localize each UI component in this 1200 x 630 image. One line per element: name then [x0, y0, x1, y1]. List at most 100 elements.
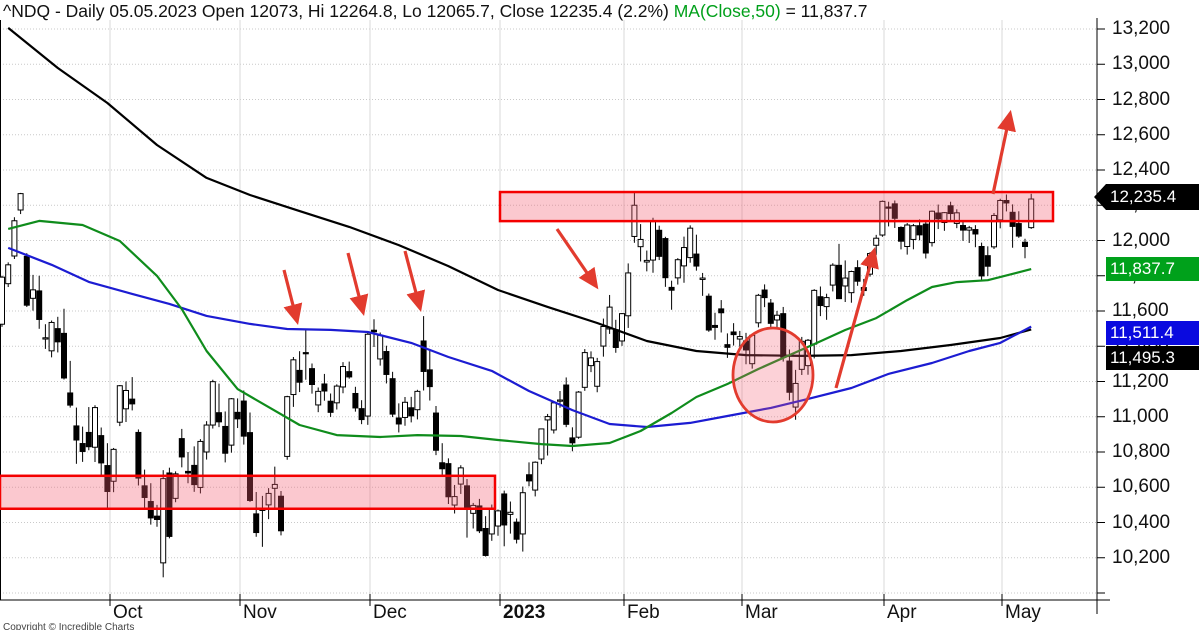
- candle-body-up: [736, 336, 743, 340]
- candle-body-down: [278, 495, 284, 532]
- current-price-pointer: [1094, 184, 1106, 210]
- month-label: Apr: [887, 602, 917, 623]
- candle-body-up: [123, 389, 129, 410]
- candle-body-up: [17, 193, 24, 211]
- candle-body-down: [724, 344, 731, 348]
- candle-body-down: [389, 378, 396, 415]
- candle-body-up: [507, 511, 514, 515]
- candle-body-down: [854, 267, 861, 282]
- candle-body-up: [873, 237, 880, 246]
- candle-body-up: [519, 492, 526, 535]
- month-label: Nov: [243, 602, 277, 623]
- candle-body-down: [978, 245, 985, 277]
- candle-body-down: [1015, 223, 1022, 237]
- candle-body-down: [420, 340, 427, 372]
- price-axis-label: 11,600: [1112, 300, 1169, 321]
- candle-body-down: [947, 205, 954, 215]
- candle-body-down: [36, 290, 43, 320]
- ma-line-ma50: [7, 219, 1032, 448]
- candle-body-up: [42, 337, 49, 340]
- candle-body-up: [929, 210, 935, 244]
- candle-body-up: [284, 396, 291, 457]
- candle-body-up: [290, 359, 297, 396]
- candle-body-up: [650, 220, 656, 261]
- month-label: Dec: [373, 602, 407, 623]
- candle-body-up: [377, 334, 384, 360]
- candle-body-down: [786, 360, 793, 393]
- candle-body-up: [687, 227, 694, 259]
- candle-body-down: [85, 431, 92, 448]
- candle-body-down: [327, 400, 334, 413]
- candle-body-down: [916, 225, 923, 236]
- candle-body-up: [594, 361, 601, 387]
- candle-body-down: [563, 384, 570, 425]
- candle-body-down: [972, 229, 979, 235]
- candle-body-down: [154, 515, 160, 521]
- candle-body-down: [612, 329, 619, 348]
- candle-body-down: [513, 521, 520, 540]
- candle-body-down: [1003, 199, 1010, 204]
- trend-arrow: [403, 250, 426, 313]
- candle-body-down: [346, 371, 353, 378]
- candle-body-down: [476, 505, 483, 532]
- candle-body-up: [606, 306, 613, 330]
- price-axis-label: 12,800: [1112, 88, 1171, 110]
- candle-body-up: [904, 224, 911, 247]
- candle-body-up: [941, 212, 948, 224]
- candle-body-down: [1009, 211, 1016, 227]
- candle-body-down: [935, 212, 942, 220]
- candle-body-down: [395, 417, 402, 425]
- candle-body-up: [116, 385, 123, 423]
- copyright-fineprint: Copyright © Incredible Charts: [3, 622, 135, 630]
- golden-cross-ellipse: [731, 326, 815, 424]
- ma-line-ma100: [7, 246, 1032, 429]
- price-axis-label: 10,200: [1112, 546, 1171, 568]
- candle-body-down: [960, 225, 966, 231]
- candle-body-down: [67, 392, 74, 406]
- candle-body-down: [296, 369, 303, 383]
- candle-body-down: [433, 412, 439, 451]
- candle-body-down: [569, 437, 576, 444]
- candle-body-down: [371, 329, 377, 333]
- candle-body-up: [550, 402, 557, 431]
- candle-body-down: [693, 253, 700, 267]
- candle-body-up: [402, 401, 408, 418]
- candle-body-up: [643, 259, 650, 263]
- month-label: Oct: [113, 602, 143, 623]
- ma100-price-tag: 11,511.4: [1106, 321, 1199, 345]
- candle-body-up: [488, 508, 495, 535]
- candle-body-down: [23, 255, 30, 306]
- candle-body-down: [309, 368, 315, 385]
- month-label: May: [1005, 602, 1041, 623]
- candle-body-up: [774, 314, 780, 321]
- candle-body-up: [674, 259, 681, 279]
- candle-body-up: [557, 399, 563, 402]
- candle-body-down: [898, 226, 904, 242]
- candle-body-down: [54, 328, 61, 343]
- chart-title-ohlc: ^NDQ - Daily 05.05.2023 Open 12073, Hi 1…: [3, 1, 674, 21]
- price-axis-label: 13,200: [1112, 18, 1171, 39]
- candle-body-down: [302, 352, 309, 355]
- trend-arrow: [991, 109, 1016, 195]
- candle-body-up: [451, 496, 458, 506]
- candle-body-down: [408, 407, 415, 417]
- candle-body-down: [61, 332, 67, 379]
- candle-body-up: [910, 225, 917, 240]
- candle-body-down: [178, 438, 185, 458]
- candle-body-up: [532, 461, 539, 491]
- candle-body-down: [761, 289, 768, 299]
- candle-body-up: [575, 391, 582, 438]
- candle-body-up: [699, 277, 706, 280]
- candle-body-up: [848, 271, 855, 294]
- ma-line-ma200: [7, 27, 1032, 357]
- price-axis-label: 11,200: [1112, 370, 1169, 392]
- price-axis-label: 10,800: [1112, 441, 1171, 462]
- ma200-price-tag: 11,495.3: [1106, 346, 1199, 370]
- month-label: Mar: [745, 602, 778, 623]
- candle-body-down: [668, 286, 675, 291]
- candle-body-up: [823, 297, 830, 308]
- candle-body-down: [98, 435, 105, 464]
- candle-body-up: [829, 264, 836, 286]
